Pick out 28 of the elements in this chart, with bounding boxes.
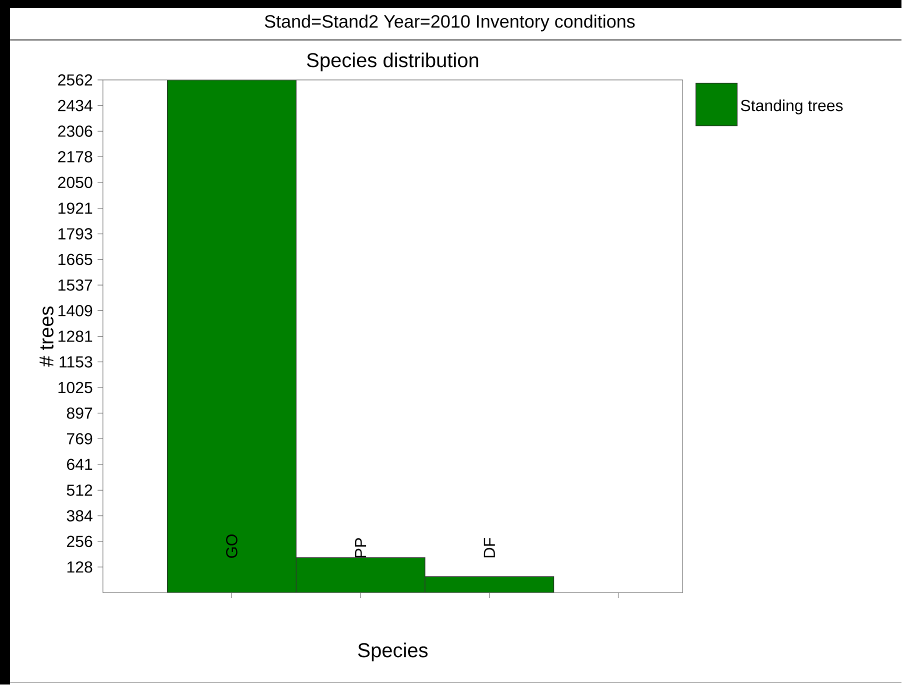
chart-subtitle: Species distribution [307, 52, 478, 72]
chart-title: Stand=Stand2 Year=2010 Inventory conditions [264, 14, 635, 32]
y-tick-label: 2562 [58, 74, 92, 86]
y-tick-label: 1665 [58, 254, 92, 266]
y-tick-label: 769 [67, 433, 92, 445]
x-tick-label: PP [355, 538, 366, 558]
text: Standing trees [740, 100, 843, 115]
x-axis-title: Species [358, 642, 428, 662]
y-tick-label: 1537 [58, 280, 92, 291]
y-tick-label: 384 [66, 510, 92, 522]
y-tick-label: 2306 [58, 126, 92, 138]
y-tick-label: 128 [67, 562, 92, 573]
y-tick-label: 897 [66, 408, 92, 419]
y-tick-label: 512 [66, 484, 92, 496]
x-tick-label: GO [226, 534, 238, 558]
y-tick-label: 1409 [58, 305, 92, 317]
y-tick-label: 1025 [58, 382, 92, 394]
y-tick-label: 1921 [58, 202, 92, 214]
y-tick-label: 1153 [60, 356, 92, 368]
y-tick-label: 2434 [58, 100, 92, 112]
x-tick-label: DF [484, 538, 495, 558]
y-axis-title: # trees [40, 306, 54, 367]
y-tick-label: 641 [67, 458, 92, 470]
y-tick-label: 2050 [58, 176, 92, 188]
y-tick-label: 2178 [58, 151, 92, 163]
y-tick-label: 256 [67, 536, 92, 548]
y-tick-label: 1281 [58, 330, 92, 342]
y-tick-label: 1793 [58, 228, 92, 240]
